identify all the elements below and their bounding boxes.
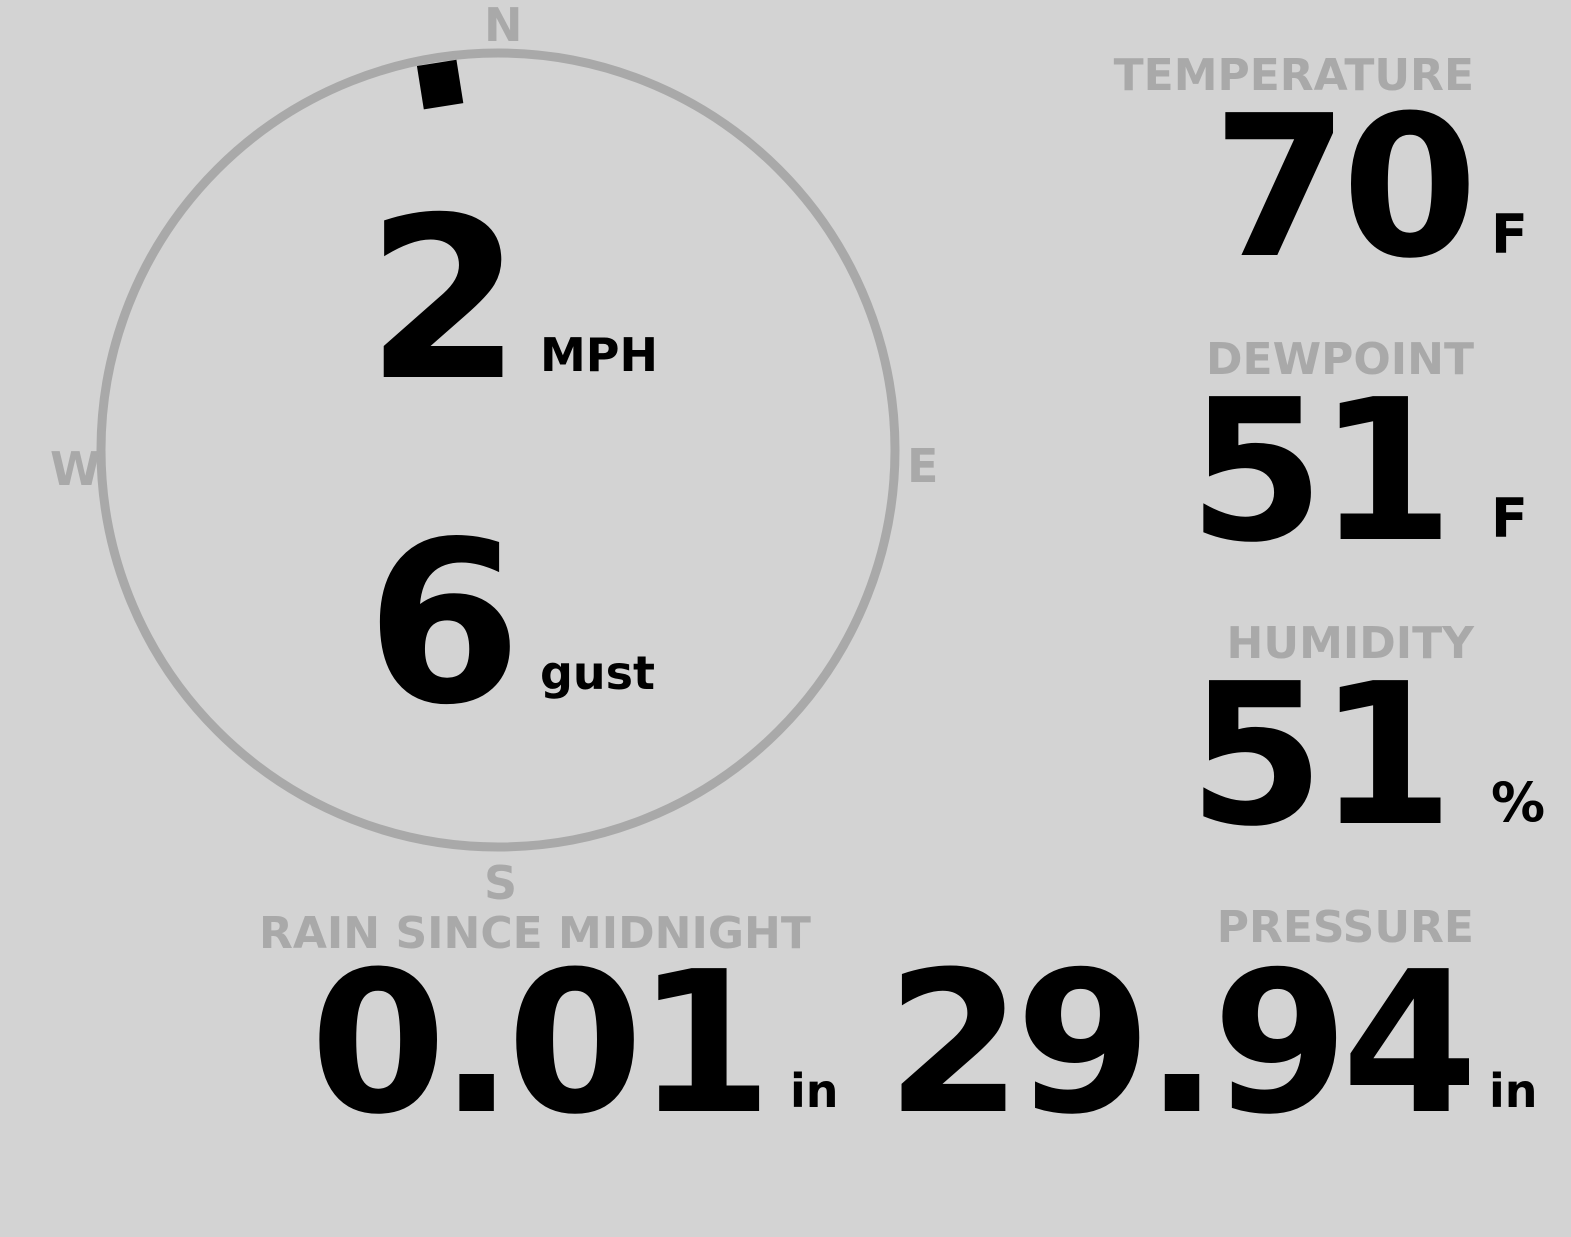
dewpoint-unit: F	[1491, 487, 1528, 550]
pressure-label: PRESSURE	[1216, 902, 1474, 953]
temperature-value: 70	[1212, 74, 1478, 302]
wind-speed: 2	[366, 169, 522, 430]
wind-gust: 6	[366, 493, 522, 754]
pressure-value: 29.94	[886, 930, 1478, 1158]
rain-label: RAIN SINCE MIDNIGHT	[259, 908, 811, 959]
wind-direction-marker	[416, 59, 464, 110]
compass-east: E	[907, 439, 939, 493]
dewpoint-value: 51	[1188, 358, 1454, 586]
wind-gust-unit: gust	[540, 646, 656, 700]
temperature-label: TEMPERATURE	[1113, 50, 1474, 101]
temperature-unit: F	[1491, 203, 1528, 266]
rain-unit: in	[790, 1064, 839, 1118]
compass-west: W	[50, 442, 101, 496]
compass-south: S	[484, 856, 518, 910]
dewpoint-label: DEWPOINT	[1206, 334, 1474, 385]
compass-ring	[96, 48, 900, 852]
humidity-value: 51	[1188, 642, 1454, 870]
wind-speed-unit: MPH	[540, 328, 658, 382]
pressure-unit: in	[1489, 1064, 1538, 1118]
humidity-label: HUMIDITY	[1226, 618, 1474, 669]
humidity-unit: %	[1491, 771, 1546, 834]
compass-north: N	[484, 0, 523, 52]
rain-value: 0.01	[310, 930, 773, 1158]
